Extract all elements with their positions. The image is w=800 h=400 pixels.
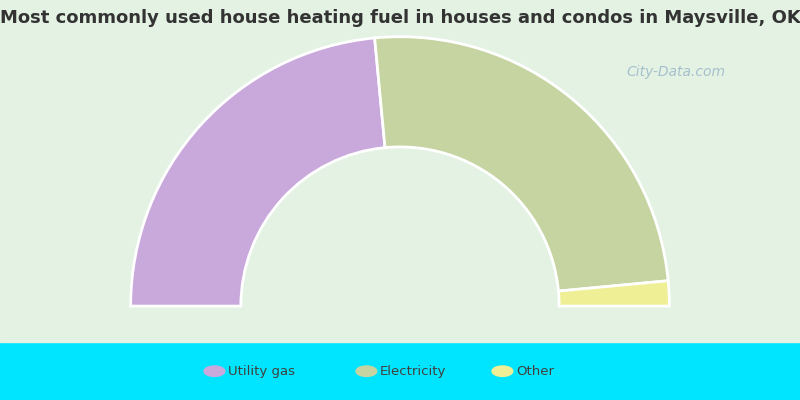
Bar <box>0 0 800 342</box>
Wedge shape <box>130 38 385 306</box>
Circle shape <box>204 366 225 376</box>
Wedge shape <box>558 281 670 306</box>
Text: Other: Other <box>516 365 554 378</box>
Text: Most commonly used house heating fuel in houses and condos in Maysville, OK: Most commonly used house heating fuel in… <box>0 9 800 27</box>
Bar <box>0 342 800 400</box>
Circle shape <box>492 366 513 376</box>
Text: Utility gas: Utility gas <box>228 365 295 378</box>
Wedge shape <box>374 37 668 291</box>
Text: Electricity: Electricity <box>380 365 446 378</box>
Text: City-Data.com: City-Data.com <box>626 65 726 79</box>
Circle shape <box>356 366 377 376</box>
